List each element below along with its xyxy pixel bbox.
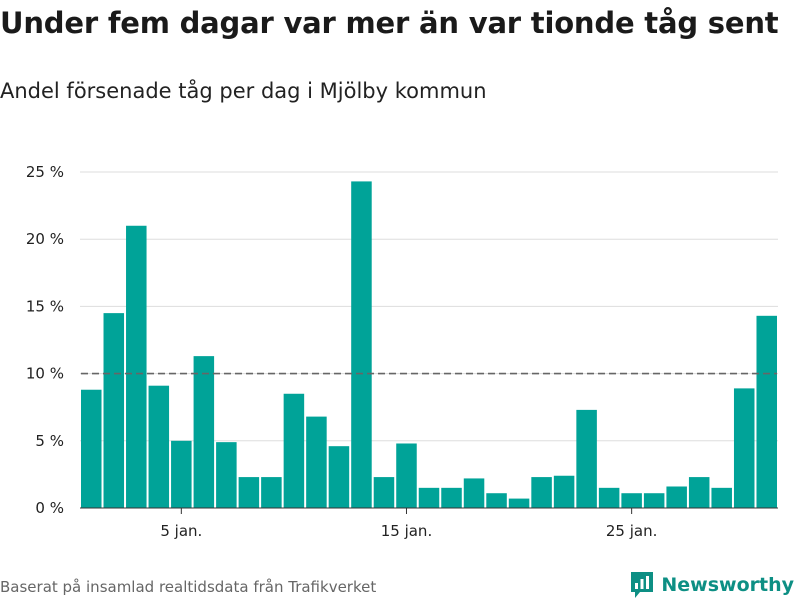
gridlines	[80, 171, 778, 442]
y-tick-label: 20 %	[26, 230, 64, 248]
bar	[598, 487, 620, 508]
bar	[418, 487, 440, 508]
bar	[576, 409, 597, 508]
bar	[756, 315, 777, 508]
y-tick-label: 15 %	[26, 297, 64, 315]
bar	[81, 389, 102, 508]
bars	[81, 181, 777, 508]
bar	[351, 181, 372, 508]
x-axis-ticks: 5 jan. 15 jan. 25 jan.	[160, 508, 657, 540]
bar	[486, 493, 507, 508]
newsworthy-logo-icon	[631, 572, 654, 598]
bar	[463, 478, 485, 508]
bar	[621, 493, 642, 508]
bar	[373, 477, 395, 508]
bar	[261, 477, 282, 508]
brand-name: Newsworthy	[661, 574, 794, 596]
bar	[508, 498, 530, 508]
bar	[103, 313, 125, 508]
bar	[711, 487, 732, 508]
bar-chart: 0 % 5 % 10 % 15 % 20 % 25 % 5 jan. 15 jan. 25 j…	[26, 163, 778, 540]
bar	[126, 225, 147, 508]
x-tick-label: 25 jan.	[606, 522, 658, 540]
y-tick-label: 25 %	[26, 163, 64, 181]
bar	[666, 486, 687, 508]
brand-logo[interactable]: Newsworthy	[629, 570, 794, 600]
bar	[688, 477, 710, 508]
bar	[238, 477, 260, 508]
y-tick-label: 5 %	[35, 432, 64, 450]
bar	[441, 487, 462, 508]
bar	[148, 385, 170, 508]
y-tick-label: 10 %	[26, 365, 64, 383]
x-tick-label: 5 jan.	[160, 522, 202, 540]
bar	[553, 475, 575, 508]
y-axis-ticks: 0 % 5 % 10 % 15 % 20 % 25 %	[26, 163, 64, 517]
bar	[531, 477, 552, 508]
bar	[283, 393, 305, 508]
bar	[171, 440, 192, 508]
chart-title: Under fem dagar var mer än var tionde tå…	[0, 6, 779, 40]
bar	[216, 442, 237, 508]
bar	[306, 416, 327, 508]
y-tick-label: 0 %	[35, 499, 64, 517]
bar	[643, 493, 665, 508]
chart-subtitle: Andel försenade tåg per dag i Mjölby kom…	[0, 79, 487, 103]
bar	[193, 356, 215, 508]
bar	[328, 446, 350, 508]
x-tick-label: 15 jan.	[381, 522, 433, 540]
source-note: Baserat på insamlad realtidsdata från Tr…	[0, 578, 377, 596]
bar	[396, 443, 417, 508]
bar	[733, 388, 755, 508]
